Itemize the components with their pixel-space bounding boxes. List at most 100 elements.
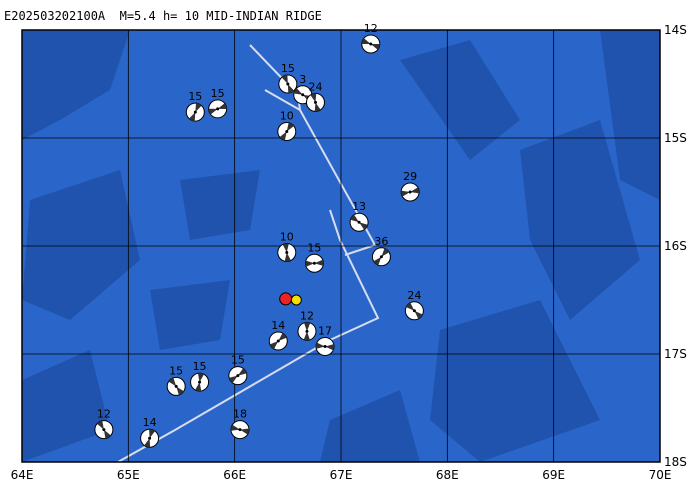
depth-label: 36: [374, 235, 388, 248]
beachball-quadrant: [316, 342, 335, 351]
beachball-center: [285, 130, 289, 134]
beachball: 12: [94, 408, 114, 440]
beachball: 14: [140, 416, 160, 448]
beachball-center: [305, 329, 309, 333]
beachball-quadrant: [350, 214, 368, 230]
centroid: [290, 294, 302, 306]
depth-label: 15: [188, 90, 202, 103]
y-tick-label: 17S: [664, 347, 687, 361]
beachball-center: [313, 100, 317, 104]
depth-label: 12: [97, 408, 111, 421]
beachball-center: [323, 344, 327, 348]
beachball-center: [369, 42, 373, 46]
beachball: 36: [371, 235, 391, 267]
x-tick-label: 68E: [436, 468, 459, 482]
depth-label: 24: [407, 289, 421, 302]
depth-label: 10: [280, 230, 294, 243]
beachball-center: [301, 93, 305, 97]
beachball-quadrant: [97, 420, 111, 439]
beachball: 14: [268, 319, 288, 351]
beachball-center: [285, 250, 289, 254]
depth-label: 15: [281, 62, 295, 75]
depth-label: 10: [280, 110, 294, 123]
depth-label: 12: [300, 309, 314, 322]
depth-label: 15: [193, 360, 207, 373]
beachball-quadrant: [282, 243, 291, 262]
bathymetry: [22, 30, 660, 462]
y-tick-label: 14S: [664, 23, 687, 37]
depth-label: 15: [211, 87, 225, 100]
beachball: 15: [166, 364, 186, 396]
beachball-center: [412, 309, 416, 313]
beachball-quadrant: [279, 122, 294, 141]
y-tick-label: 16S: [664, 239, 687, 253]
beachball-quadrant: [195, 373, 204, 392]
beachball-center: [286, 82, 290, 86]
beachball-quadrant: [305, 259, 324, 267]
x-tick-label: 64E: [11, 468, 34, 482]
beachball-center: [216, 107, 220, 111]
beachball-quadrant: [361, 38, 380, 50]
depth-label: 13: [352, 200, 366, 213]
x-tick-label: 65E: [117, 468, 140, 482]
beachball: 15: [278, 62, 298, 94]
depth-label: 15: [169, 364, 183, 377]
beachball-center: [357, 220, 361, 224]
beachball-quadrant: [373, 248, 390, 266]
beachball: 15: [190, 360, 210, 392]
beachball: 12: [297, 309, 317, 341]
beachball: 15: [185, 90, 205, 122]
beachball: 17: [315, 324, 335, 356]
x-tick-label: 66E: [223, 468, 246, 482]
beachball: 24: [404, 289, 424, 321]
beachball-center: [148, 436, 152, 440]
beachball: 10: [277, 230, 297, 262]
beachball-center: [312, 261, 316, 265]
title: E202503202100A M=5.4 h= 10 MID-INDIAN RI…: [4, 9, 322, 23]
beachball: 24: [305, 80, 325, 112]
beachball-quadrant: [208, 103, 227, 115]
beachball-quadrant: [168, 377, 184, 395]
beachball-quadrant: [303, 322, 311, 341]
beachball-center: [236, 374, 240, 378]
beachball: 29: [400, 170, 420, 202]
beachball-quadrant: [406, 302, 423, 319]
depth-label: 24: [308, 80, 322, 93]
beachball-quadrant: [189, 103, 202, 122]
beachball-quadrant: [310, 93, 321, 112]
beachball-quadrant: [229, 368, 247, 383]
beachball-center: [193, 110, 197, 114]
beachball: 12: [361, 22, 381, 54]
depth-label: 29: [403, 170, 417, 183]
beachball-center: [408, 190, 412, 194]
x-tick-label: 67E: [330, 468, 353, 482]
frame: [21, 29, 661, 463]
beachball-center: [379, 255, 383, 259]
y-tick-label: 18S: [664, 455, 687, 469]
depth-label: 15: [307, 241, 321, 254]
beachball: 15: [304, 241, 324, 273]
x-tick-label: 70E: [649, 468, 672, 482]
depth-label: 14: [271, 319, 285, 332]
depth-label: 12: [364, 22, 378, 35]
depth-label: 15: [231, 354, 245, 367]
beachball-center: [276, 339, 280, 343]
y-tick-label: 15S: [664, 131, 687, 145]
beachball-center: [238, 428, 242, 432]
beachball-center: [198, 380, 202, 384]
depth-label: 17: [318, 324, 332, 337]
beachball: 18: [230, 408, 250, 440]
beachball: 15: [208, 87, 228, 119]
beachball: 13: [349, 200, 369, 232]
beachball-quadrant: [281, 75, 294, 93]
epicenter: [279, 292, 293, 306]
depth-label: 14: [143, 416, 157, 429]
x-tick-label: 69E: [542, 468, 565, 482]
depth-label: 3: [299, 73, 306, 86]
depth-label: 18: [233, 408, 247, 421]
beachball-center: [102, 428, 106, 432]
beachball: 15: [228, 354, 248, 386]
